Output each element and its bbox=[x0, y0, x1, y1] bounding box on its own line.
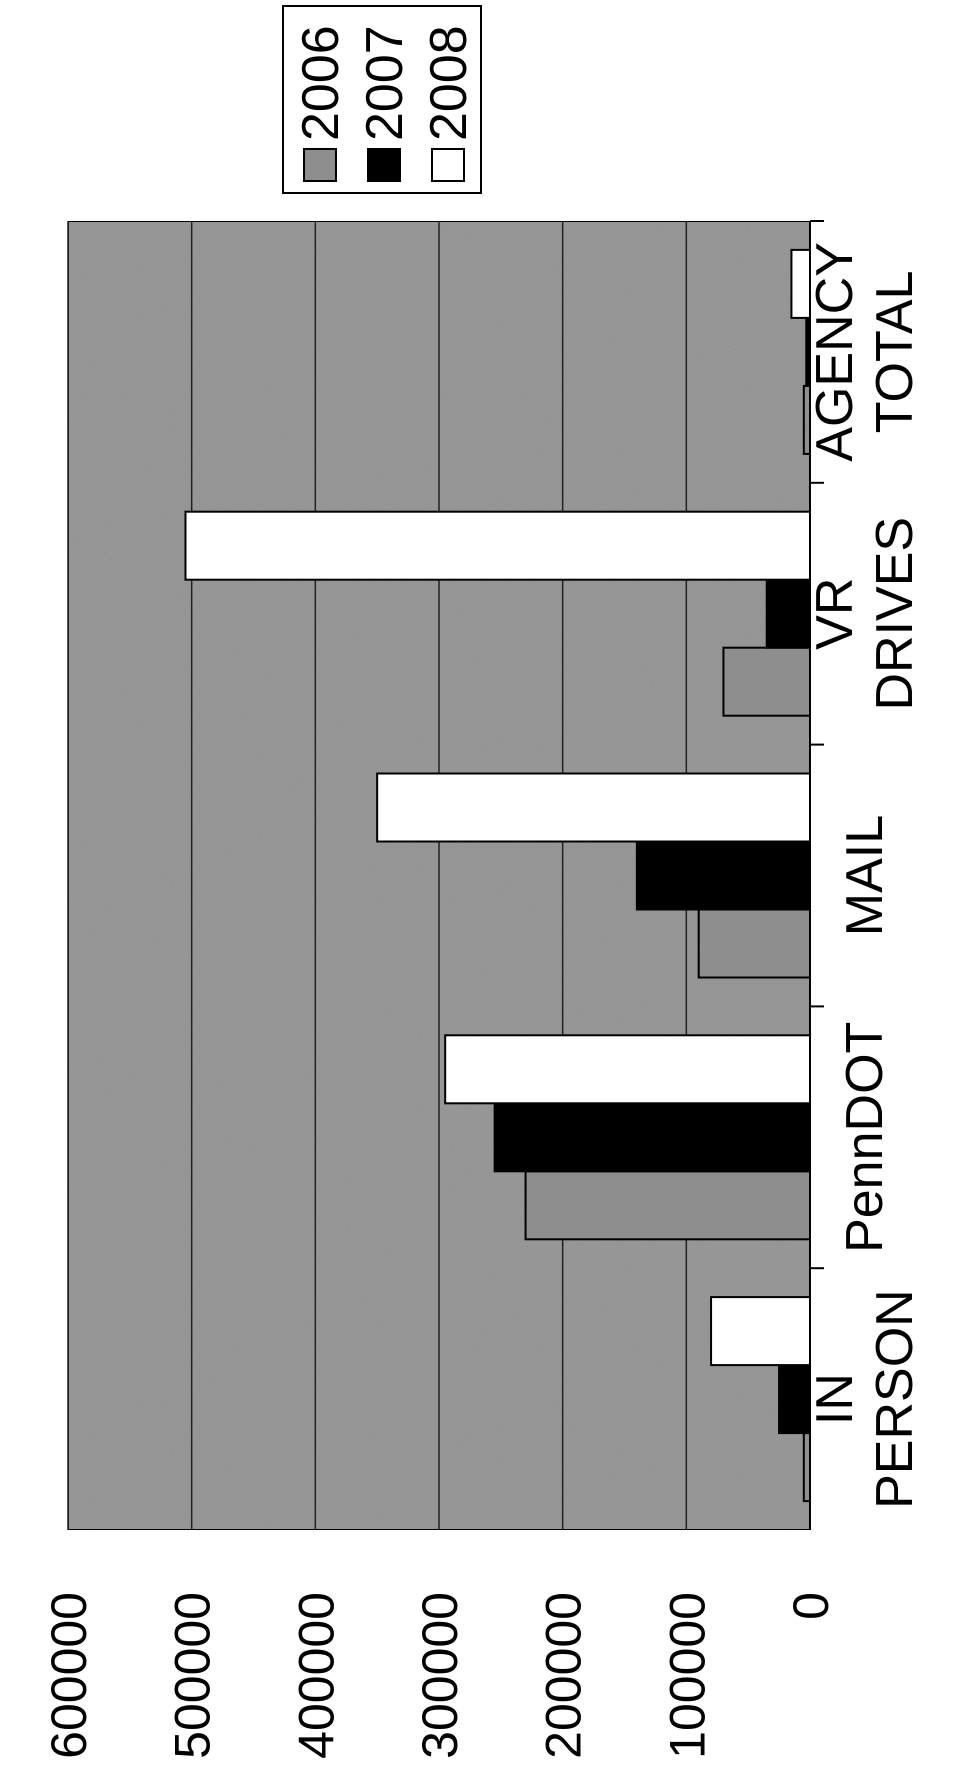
bar bbox=[635, 840, 811, 911]
bar bbox=[802, 384, 811, 455]
legend-label: 2008 bbox=[420, 25, 478, 141]
rotated-chart: 0100000200000300000400000500000600000INP… bbox=[41, 5, 924, 1759]
bar bbox=[524, 1170, 811, 1241]
x-tick-label-line: TOTAL bbox=[866, 271, 924, 434]
y-tick-label: 600000 bbox=[41, 1592, 97, 1759]
x-tick-label-line: PERSON bbox=[866, 1289, 924, 1509]
legend-swatch bbox=[303, 148, 337, 182]
bar bbox=[805, 316, 811, 387]
y-tick-label: 400000 bbox=[288, 1592, 344, 1759]
bar bbox=[493, 1102, 811, 1173]
bar bbox=[710, 1296, 811, 1367]
x-tick-label-line: IN bbox=[806, 1373, 864, 1425]
bar bbox=[790, 248, 812, 319]
bar bbox=[802, 1432, 811, 1503]
x-tick-label-line: PennDOT bbox=[836, 1022, 894, 1253]
legend-swatch bbox=[431, 148, 465, 182]
legend-swatch bbox=[367, 148, 401, 182]
bar bbox=[697, 908, 812, 979]
bar bbox=[765, 578, 812, 649]
legend-label: 2006 bbox=[292, 25, 350, 141]
y-tick-label: 0 bbox=[783, 1592, 839, 1620]
x-tick-label: PennDOT bbox=[836, 1022, 894, 1253]
bar bbox=[376, 772, 811, 843]
x-tick-label-line: VR bbox=[806, 578, 864, 650]
y-tick-label: 300000 bbox=[412, 1592, 468, 1759]
x-tick-label: VRDRIVES bbox=[806, 517, 924, 711]
bar bbox=[722, 646, 812, 717]
x-tick-label: AGENCYTOTAL bbox=[806, 242, 924, 462]
x-tick-label: MAIL bbox=[836, 815, 894, 936]
x-tick-label-line: MAIL bbox=[836, 815, 894, 936]
legend-box bbox=[282, 5, 482, 194]
bar bbox=[444, 1034, 811, 1105]
bar bbox=[184, 510, 811, 581]
x-tick-label-line: DRIVES bbox=[866, 517, 924, 711]
legend-label: 2007 bbox=[356, 25, 414, 141]
x-tick-label-line: AGENCY bbox=[806, 242, 864, 462]
x-tick-label: INPERSON bbox=[806, 1289, 924, 1509]
y-tick-label: 100000 bbox=[659, 1592, 715, 1759]
y-tick-label: 500000 bbox=[165, 1592, 221, 1759]
y-tick-label: 200000 bbox=[536, 1592, 592, 1759]
bar bbox=[778, 1364, 811, 1435]
